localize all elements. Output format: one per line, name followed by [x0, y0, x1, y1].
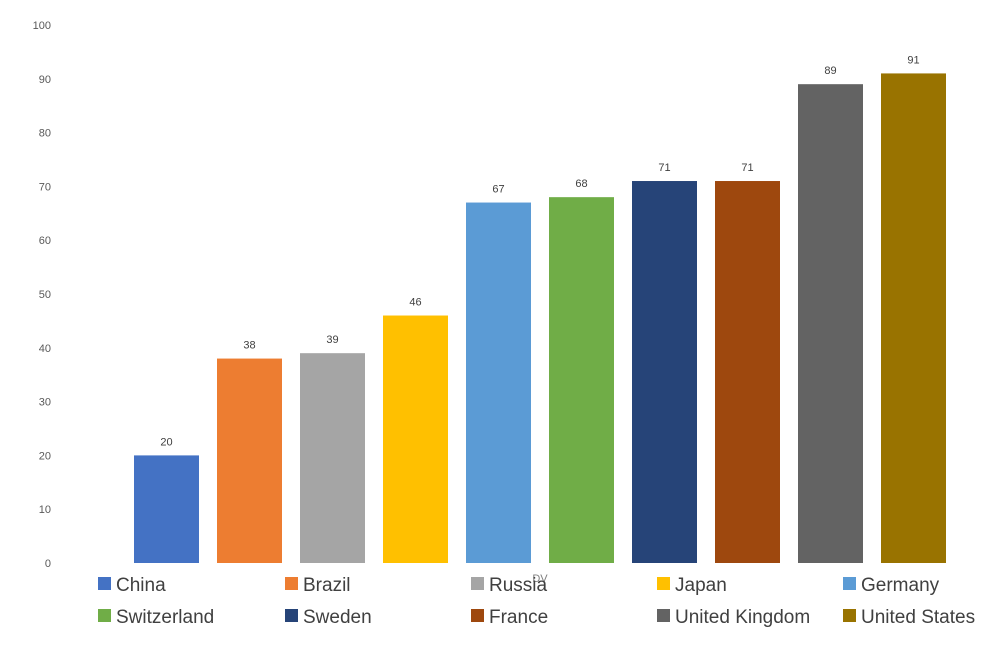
y-tick-label: 50	[39, 289, 51, 301]
bar-japan	[383, 315, 448, 563]
legend-item: United States	[843, 607, 975, 628]
legend-label: Switzerland	[116, 607, 214, 628]
legend-label: United States	[861, 607, 975, 628]
legend-item: Russia	[471, 575, 548, 596]
data-label: 20	[160, 436, 172, 448]
data-label: 39	[326, 334, 338, 346]
bar-sweden	[632, 181, 697, 563]
y-tick-label: 100	[33, 20, 51, 32]
legend-item: France	[471, 607, 548, 628]
legend-swatch	[657, 609, 670, 622]
legend-item: Sweden	[285, 607, 372, 628]
y-tick-label: 0	[45, 558, 51, 570]
data-label: 89	[824, 65, 836, 77]
legend-swatch	[98, 609, 111, 622]
bar-germany	[466, 202, 531, 564]
legend-item: China	[98, 575, 166, 596]
data-label: 46	[409, 297, 421, 309]
y-tick-label: 30	[39, 397, 51, 409]
bar-brazil	[217, 358, 282, 563]
data-label: 71	[741, 162, 753, 174]
legend-label: Russia	[489, 575, 548, 596]
y-tick-label: 10	[39, 504, 51, 516]
legend-swatch	[657, 577, 670, 590]
legend-label: United Kingdom	[675, 607, 810, 628]
bar-united-kingdom	[798, 84, 863, 564]
legend-label: Sweden	[303, 607, 372, 628]
y-tick-label: 20	[39, 450, 51, 462]
legend-label: Japan	[675, 575, 727, 596]
legend-item: United Kingdom	[657, 607, 810, 628]
data-label: 71	[658, 162, 670, 174]
data-label: 38	[243, 340, 255, 352]
legend-swatch	[471, 609, 484, 622]
bar-china	[134, 455, 199, 563]
bar-russia	[300, 353, 365, 563]
data-labels: 20 38 39 46 67 68 71 71 89 91	[160, 54, 919, 448]
legend-item: Japan	[657, 575, 727, 596]
legend-item: Germany	[843, 575, 940, 596]
legend-label: China	[116, 575, 166, 596]
y-tick-label: 90	[39, 74, 51, 86]
legend-swatch	[843, 577, 856, 590]
legend-item: Brazil	[285, 575, 351, 596]
y-axis: 0 10 20 30 40 50 60 70 80 90 100	[33, 20, 51, 570]
legend-label: Germany	[861, 575, 940, 596]
x-axis-title: DV	[532, 573, 548, 585]
legend-swatch	[843, 609, 856, 622]
legend-item: Switzerland	[98, 607, 214, 628]
legend-label: Brazil	[303, 575, 351, 596]
bars	[134, 73, 946, 564]
y-tick-label: 60	[39, 235, 51, 247]
bar-france	[715, 181, 780, 563]
bar-united-states	[881, 73, 946, 564]
data-label: 67	[492, 184, 504, 196]
y-tick-label: 40	[39, 343, 51, 355]
legend: China Brazil Russia Japan Germany Switzerland…	[98, 575, 975, 628]
y-tick-label: 70	[39, 181, 51, 193]
bar-switzerland	[549, 197, 614, 563]
y-tick-label: 80	[39, 128, 51, 140]
data-label: 91	[907, 54, 919, 66]
legend-swatch	[285, 577, 298, 590]
legend-swatch	[98, 577, 111, 590]
legend-label: France	[489, 607, 548, 628]
legend-swatch	[285, 609, 298, 622]
data-label: 68	[575, 178, 587, 190]
legend-swatch	[471, 577, 484, 590]
